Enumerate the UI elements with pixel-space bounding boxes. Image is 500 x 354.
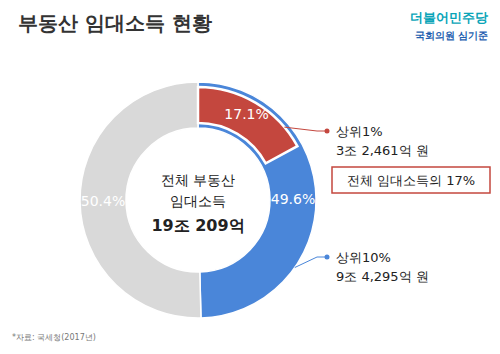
logo-text: 국회의원 심기준	[415, 30, 488, 41]
leader-dot	[325, 129, 330, 134]
leader-dot	[325, 255, 330, 260]
annotation-amount: 9조 4,295억 원	[336, 269, 429, 284]
annotation-label: 상위1%	[336, 124, 383, 139]
leader-line	[284, 127, 327, 131]
title: 부동산 임대소득 현황	[18, 11, 212, 35]
leader-line	[295, 257, 327, 268]
pie	[80, 82, 316, 318]
data-label: 17.1%	[224, 106, 268, 122]
annotation-note: 전체 임대소득의 17%	[347, 173, 475, 188]
sub-slice	[198, 87, 297, 163]
data-label: 49.6%	[271, 191, 315, 207]
annotation-box	[332, 167, 490, 193]
annotation-label: 상위10%	[336, 250, 391, 265]
annotation-amount: 3조 2,461억 원	[336, 143, 429, 158]
chart: 부동산 임대소득 현황 더불어민주당국회의원 심기준 49.6% 50.4% 17.1%…	[0, 0, 500, 354]
center-text: 전체 부동산	[161, 172, 235, 188]
center-text: 임대소득	[170, 193, 226, 209]
center-text: 19조 209억	[151, 216, 244, 235]
logo-text: 더불어민주당	[410, 10, 488, 25]
source: *자료: 국세청(2017년)	[12, 333, 96, 342]
data-label: 50.4%	[81, 193, 125, 209]
